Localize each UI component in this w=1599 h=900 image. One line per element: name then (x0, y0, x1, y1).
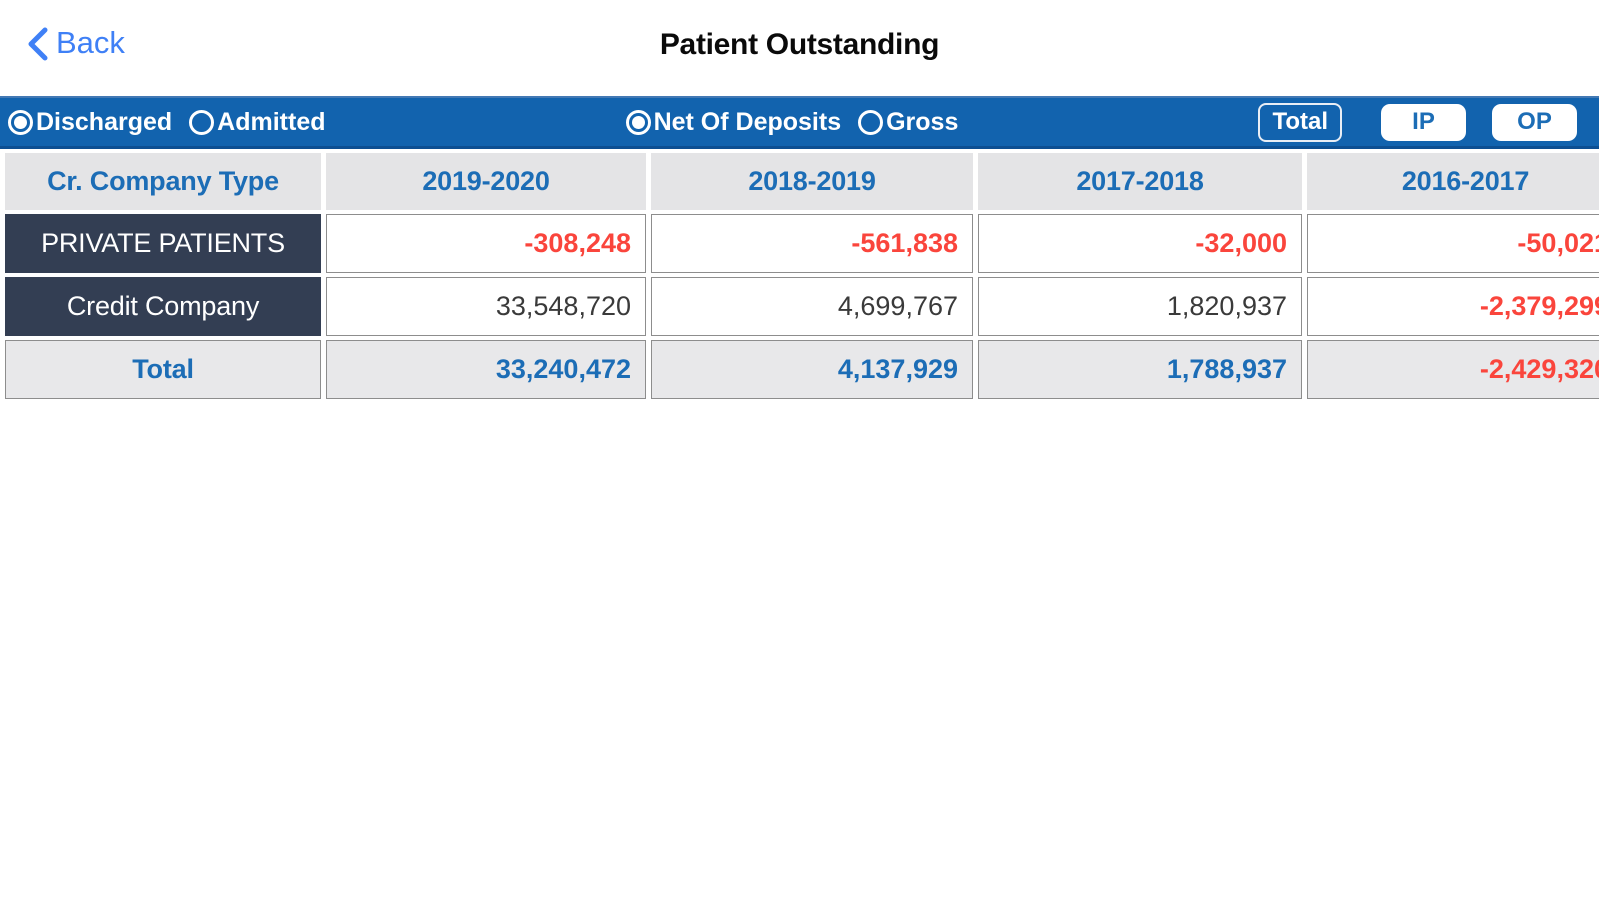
cell-value: -50,021 (1307, 214, 1599, 273)
amount-mode-radio-group: Net Of Deposits Gross (625, 108, 958, 137)
table-row: PRIVATE PATIENTS -308,248 -561,838 -32,0… (5, 214, 1599, 273)
op-button[interactable]: OP (1492, 103, 1577, 141)
cell-value: -32,000 (978, 214, 1302, 273)
radio-gross[interactable]: Gross (858, 108, 958, 137)
filter-toolbar: Discharged Admitted Net Of Deposits Gros… (0, 96, 1599, 149)
cell-value: 33,548,720 (326, 277, 646, 336)
row-label-credit-company[interactable]: Credit Company (5, 277, 321, 336)
total-button[interactable]: Total (1258, 102, 1342, 142)
outstanding-table: Cr. Company Type 2019-2020 2018-2019 201… (0, 149, 1599, 403)
column-header-2018-2019: 2018-2019 (651, 153, 973, 210)
radio-discharged[interactable]: Discharged (8, 108, 172, 137)
column-header-2019-2020: 2019-2020 (326, 153, 646, 210)
radio-unselected-icon (189, 109, 215, 135)
back-label: Back (56, 25, 125, 60)
back-chevron-icon (28, 27, 48, 61)
radio-admitted[interactable]: Admitted (189, 108, 326, 137)
cell-value: -308,248 (326, 214, 646, 273)
cell-value: -561,838 (651, 214, 973, 273)
table-scroll-area[interactable]: Cr. Company Type 2019-2020 2018-2019 201… (0, 149, 1599, 403)
cell-value: 33,240,472 (326, 340, 646, 399)
column-header-company-type: Cr. Company Type (5, 153, 321, 210)
cell-value: 4,699,767 (651, 277, 973, 336)
column-header-2017-2018: 2017-2018 (978, 153, 1302, 210)
cell-value: -2,379,299 (1307, 277, 1599, 336)
scope-buttons: Total IP OP (1258, 102, 1577, 142)
radio-selected-icon (625, 109, 651, 135)
radio-net-of-deposits[interactable]: Net Of Deposits (625, 108, 841, 137)
row-label-private-patients[interactable]: PRIVATE PATIENTS (5, 214, 321, 273)
radio-selected-icon (8, 109, 33, 135)
patient-state-radio-group: Discharged Admitted (8, 108, 326, 137)
column-header-2016-2017: 2016-2017 (1307, 153, 1599, 210)
table-header-row: Cr. Company Type 2019-2020 2018-2019 201… (5, 153, 1599, 210)
table-total-row: Total 33,240,472 4,137,929 1,788,937 -2,… (5, 340, 1599, 399)
radio-unselected-icon (858, 109, 884, 135)
ip-button[interactable]: IP (1381, 103, 1466, 141)
cell-value: 4,137,929 (651, 340, 973, 399)
row-label-total: Total (5, 340, 321, 399)
table-row: Credit Company 33,548,720 4,699,767 1,82… (5, 277, 1599, 336)
back-button[interactable]: Back (26, 24, 125, 62)
cell-value: -2,429,320 (1307, 340, 1599, 399)
cell-value: 1,820,937 (978, 277, 1302, 336)
cell-value: 1,788,937 (978, 340, 1302, 399)
nav-bar: Back Patient Outstanding (0, 0, 1599, 96)
page-title: Patient Outstanding (659, 28, 940, 61)
